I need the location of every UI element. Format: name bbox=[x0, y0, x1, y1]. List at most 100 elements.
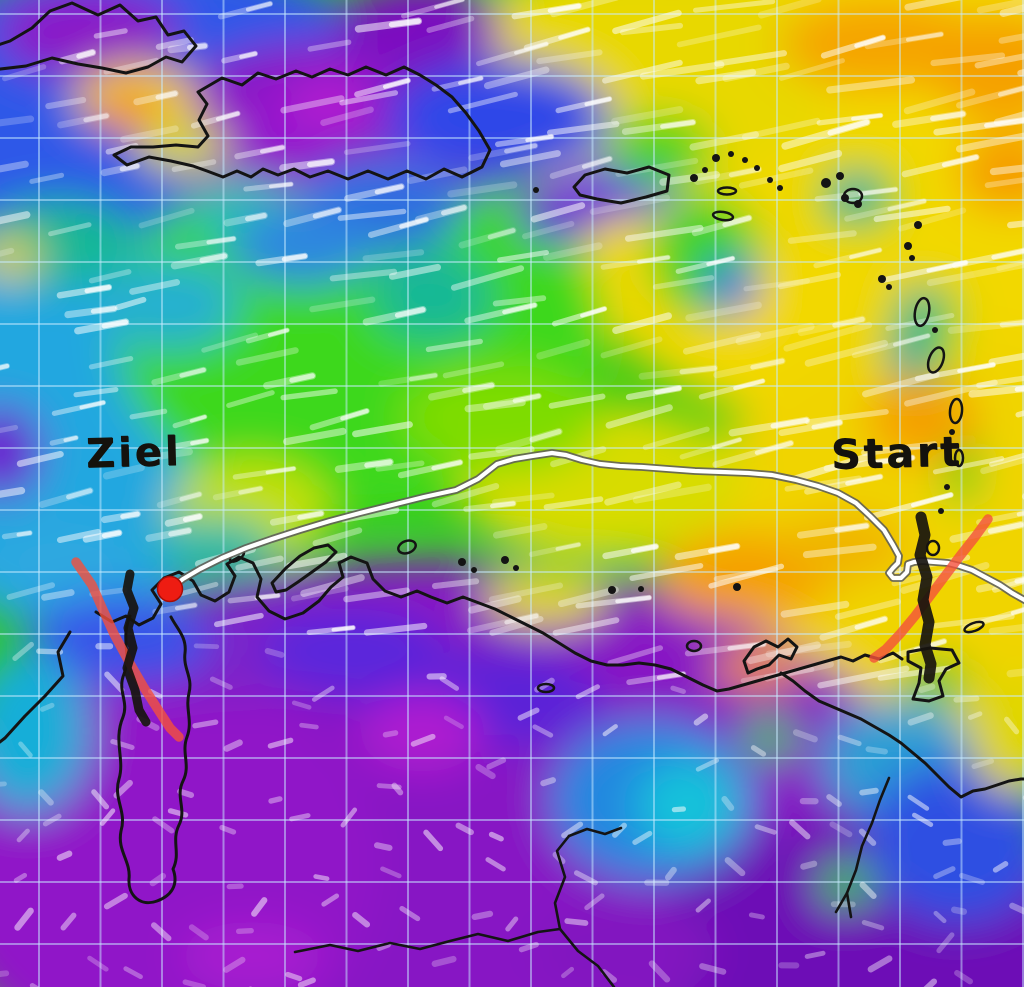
destination-marker-dot[interactable] bbox=[156, 575, 184, 603]
wind-streak bbox=[380, 866, 402, 879]
wind-streak bbox=[505, 916, 519, 932]
wind-streak bbox=[757, 0, 822, 19]
wind-streak-highlight bbox=[555, 542, 581, 551]
wind-streak bbox=[926, 261, 1024, 287]
island-dot bbox=[932, 327, 938, 333]
wind-streak bbox=[787, 230, 857, 244]
wind-streak bbox=[955, 132, 1024, 153]
wind-streak-highlight bbox=[547, 3, 581, 13]
wind-streak bbox=[192, 719, 219, 729]
wind-streak bbox=[93, 28, 128, 39]
wind-streak bbox=[829, 821, 853, 838]
island-dot bbox=[513, 565, 519, 571]
wind-streak bbox=[1006, 668, 1024, 678]
wind-streak bbox=[267, 737, 294, 749]
wind-streak bbox=[56, 528, 101, 544]
wind-streak-highlight bbox=[854, 35, 886, 48]
wind-streak-highlight bbox=[733, 379, 765, 391]
wind-streak-highlight bbox=[893, 333, 930, 347]
coastline-margarita bbox=[742, 637, 799, 675]
wind-streak-highlight bbox=[514, 42, 549, 55]
wind-streak bbox=[741, 117, 821, 141]
wind-streak-highlight bbox=[512, 393, 541, 403]
wind-streak-highlight bbox=[1014, 577, 1024, 584]
wind-streak bbox=[530, 202, 586, 223]
wind-streak bbox=[612, 822, 627, 838]
wind-streak bbox=[14, 907, 34, 931]
wind-streak bbox=[993, 111, 1024, 126]
wind-streak bbox=[540, 777, 557, 787]
wind-streak bbox=[492, 295, 547, 307]
wind-streak bbox=[659, 170, 720, 186]
wind-streak bbox=[932, 456, 1005, 475]
wind-streak bbox=[522, 220, 575, 240]
river-line bbox=[553, 834, 571, 931]
wind-streak bbox=[802, 543, 877, 559]
wind-streak bbox=[682, 331, 761, 355]
heatmap-blob bbox=[400, 363, 600, 473]
wind-streak bbox=[426, 15, 475, 34]
island-dot bbox=[533, 187, 539, 193]
wind-streak bbox=[999, 4, 1024, 17]
wind-streak bbox=[431, 578, 480, 590]
wind-streak bbox=[632, 483, 712, 504]
wind-streak bbox=[458, 227, 517, 249]
wind-streak-highlight bbox=[245, 1, 273, 12]
wind-streak bbox=[468, 446, 535, 460]
wind-streak bbox=[942, 838, 962, 846]
wind-streak-highlight bbox=[119, 163, 140, 172]
wind-streak bbox=[722, 62, 790, 82]
island-dot bbox=[767, 177, 773, 183]
wind-streak bbox=[904, 379, 998, 407]
island-outline bbox=[711, 210, 735, 222]
river-line bbox=[293, 927, 562, 954]
wind-streak bbox=[152, 816, 175, 834]
wind-streak bbox=[471, 910, 494, 921]
wind-streak-highlight bbox=[83, 113, 109, 123]
heatmap-blob bbox=[230, 206, 374, 286]
wind-streak bbox=[91, 789, 110, 810]
island-dot bbox=[733, 583, 741, 591]
coastline-puerto-rico bbox=[572, 165, 671, 205]
island-outline bbox=[953, 448, 965, 468]
wind-streak bbox=[517, 707, 540, 721]
wind-streak bbox=[226, 390, 275, 408]
coastline-paria-delta-coast bbox=[779, 671, 1024, 799]
wind-streak bbox=[492, 523, 548, 539]
wind-streak bbox=[676, 24, 762, 48]
wind-streak bbox=[951, 906, 968, 915]
wind-streak-highlight bbox=[388, 18, 421, 28]
hand-drawn-annotations bbox=[71, 511, 993, 742]
wind-streak-highlight bbox=[281, 253, 308, 262]
wind-streak-highlight bbox=[637, 255, 670, 264]
wind-streak bbox=[110, 739, 135, 750]
wind-streak bbox=[671, 806, 687, 813]
wind-streak bbox=[1007, 220, 1024, 229]
wind-streak bbox=[873, 205, 951, 223]
wind-streak bbox=[177, 788, 195, 798]
wind-streak bbox=[721, 796, 735, 811]
wind-streak bbox=[468, 595, 522, 614]
wind-streak bbox=[976, 375, 1024, 389]
coastline-curacao bbox=[270, 543, 338, 594]
wind-streak bbox=[805, 409, 889, 425]
wind-streak bbox=[885, 313, 955, 331]
island-outline bbox=[948, 397, 964, 425]
wind-streak bbox=[861, 441, 938, 457]
wind-streak-highlight bbox=[238, 486, 263, 495]
wind-streak bbox=[16, 450, 64, 467]
wind-streak bbox=[923, 978, 938, 987]
island-outline bbox=[963, 620, 985, 634]
wind-streak-highlight bbox=[504, 613, 539, 625]
wind-streak bbox=[88, 269, 132, 284]
wind-streak bbox=[714, 50, 788, 67]
wind-streak bbox=[912, 812, 934, 827]
wind-streak bbox=[695, 68, 757, 85]
wind-streak-highlight bbox=[458, 76, 483, 85]
wind-streak bbox=[604, 481, 682, 506]
wind-streak bbox=[251, 897, 268, 917]
